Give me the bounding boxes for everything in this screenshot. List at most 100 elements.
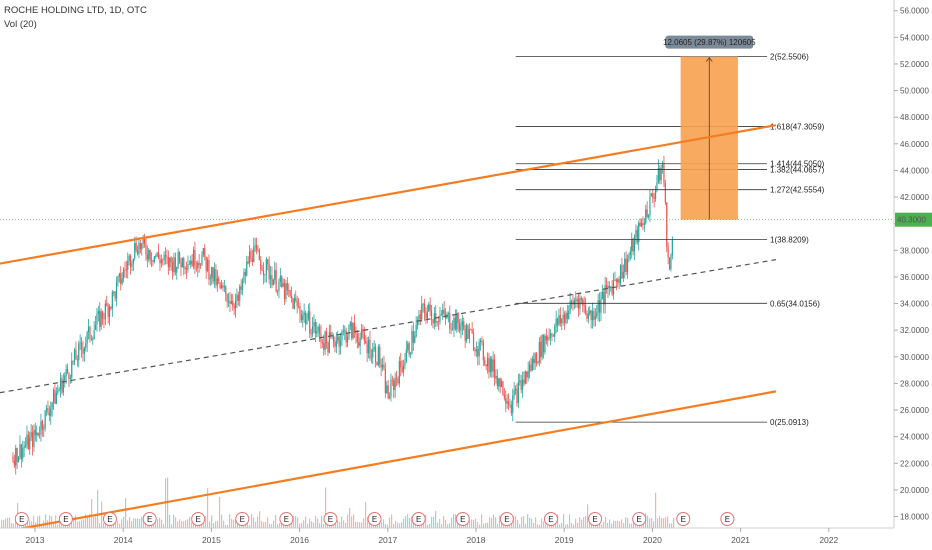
volume-bar (183, 521, 185, 528)
earnings-icon[interactable] (102, 512, 117, 526)
candle-body (477, 349, 479, 357)
earnings-icon[interactable] (367, 512, 382, 526)
candle-body (374, 346, 377, 363)
volume-bar (281, 521, 283, 528)
volume-bar (95, 515, 97, 528)
volume-bar (351, 516, 353, 528)
volume-bar (561, 522, 563, 528)
earnings-marker-label: E (19, 515, 24, 524)
candle-body (117, 276, 119, 283)
candle-body (467, 325, 469, 339)
volume-bar (15, 520, 17, 528)
price-range-label-bg (665, 35, 754, 49)
volume-bar (579, 516, 581, 528)
candle-body (93, 329, 95, 339)
earnings-icon[interactable] (411, 512, 426, 526)
earnings-icon[interactable] (455, 512, 470, 526)
earnings-icon[interactable] (323, 512, 338, 526)
candle-body (624, 258, 626, 272)
volume-bar (325, 487, 327, 528)
candle-body (293, 298, 295, 309)
candle-body (129, 255, 132, 267)
candle-body (198, 262, 200, 265)
candle-body (321, 341, 323, 344)
candle-body (645, 209, 647, 224)
volume-bar (27, 522, 29, 528)
volume-bar (471, 519, 473, 528)
earnings-icon[interactable] (58, 512, 73, 526)
candle-body (520, 380, 522, 390)
candle-body (192, 249, 195, 266)
candle-body (190, 260, 192, 265)
volume-bar (447, 524, 449, 528)
candle-body (412, 331, 414, 343)
earnings-icon[interactable] (14, 512, 29, 526)
candle-body (288, 290, 290, 291)
candle-body (31, 432, 34, 447)
volume-bar (671, 523, 673, 528)
candle-body (348, 326, 350, 337)
candle-body (85, 343, 87, 348)
candle-body (359, 337, 361, 346)
earnings-icon[interactable] (235, 512, 250, 526)
volume-bar (647, 515, 649, 528)
volume-bar (313, 522, 315, 528)
candle-body (325, 331, 328, 343)
volume-bar (667, 516, 669, 528)
earnings-icon[interactable] (191, 512, 206, 526)
volume-bar (337, 520, 339, 528)
volume-bar (215, 521, 217, 528)
earnings-icon[interactable] (543, 512, 558, 526)
volume-bar (411, 516, 413, 528)
candle-body (387, 385, 389, 399)
candle-body (43, 428, 45, 430)
earnings-icon[interactable] (588, 512, 603, 526)
volume-bar (591, 524, 593, 528)
candle-body (642, 222, 644, 225)
x-tick-label: 2015 (202, 535, 221, 545)
earnings-icon[interactable] (720, 512, 735, 526)
volume-bar (515, 516, 517, 528)
candle-body (562, 314, 564, 319)
candle-body (600, 298, 602, 313)
volume-bar (57, 524, 59, 528)
volume-bar (157, 519, 159, 528)
earnings-marker-label: E (107, 515, 112, 524)
candle-body (110, 306, 112, 309)
candle-body (541, 335, 543, 358)
candle-body (538, 341, 540, 363)
earnings-icon[interactable] (279, 512, 294, 526)
volume-bar (381, 522, 383, 528)
volume-bar (569, 514, 571, 528)
volume-bar (299, 523, 301, 528)
candle-body (353, 323, 356, 333)
candle-body (339, 340, 342, 347)
candle-body (92, 338, 94, 340)
volume-bar (121, 519, 123, 528)
candle-body (664, 182, 666, 203)
fib-level-label: 1.272(42.5554) (770, 186, 825, 195)
x-tick-label: 2013 (26, 535, 45, 545)
candle-body (654, 189, 657, 199)
candle-body (587, 313, 589, 319)
candle-body (376, 362, 378, 366)
earnings-icon[interactable] (632, 512, 647, 526)
volume-bar (385, 524, 387, 528)
volume-bar (535, 517, 537, 528)
candle-body (170, 257, 172, 263)
earnings-icon[interactable] (142, 512, 157, 526)
candle-body (656, 182, 658, 190)
candle-body (183, 258, 185, 269)
earnings-icon[interactable] (676, 512, 691, 526)
candle-body (415, 324, 417, 337)
candle-body (50, 408, 52, 416)
candle-body (556, 318, 559, 325)
candle-body (328, 332, 330, 353)
candle-body (275, 270, 277, 292)
candle-body (68, 373, 70, 379)
candle-body (313, 321, 315, 327)
earnings-icon[interactable] (499, 512, 514, 526)
candle-body (640, 222, 643, 227)
candle-body (517, 382, 519, 404)
